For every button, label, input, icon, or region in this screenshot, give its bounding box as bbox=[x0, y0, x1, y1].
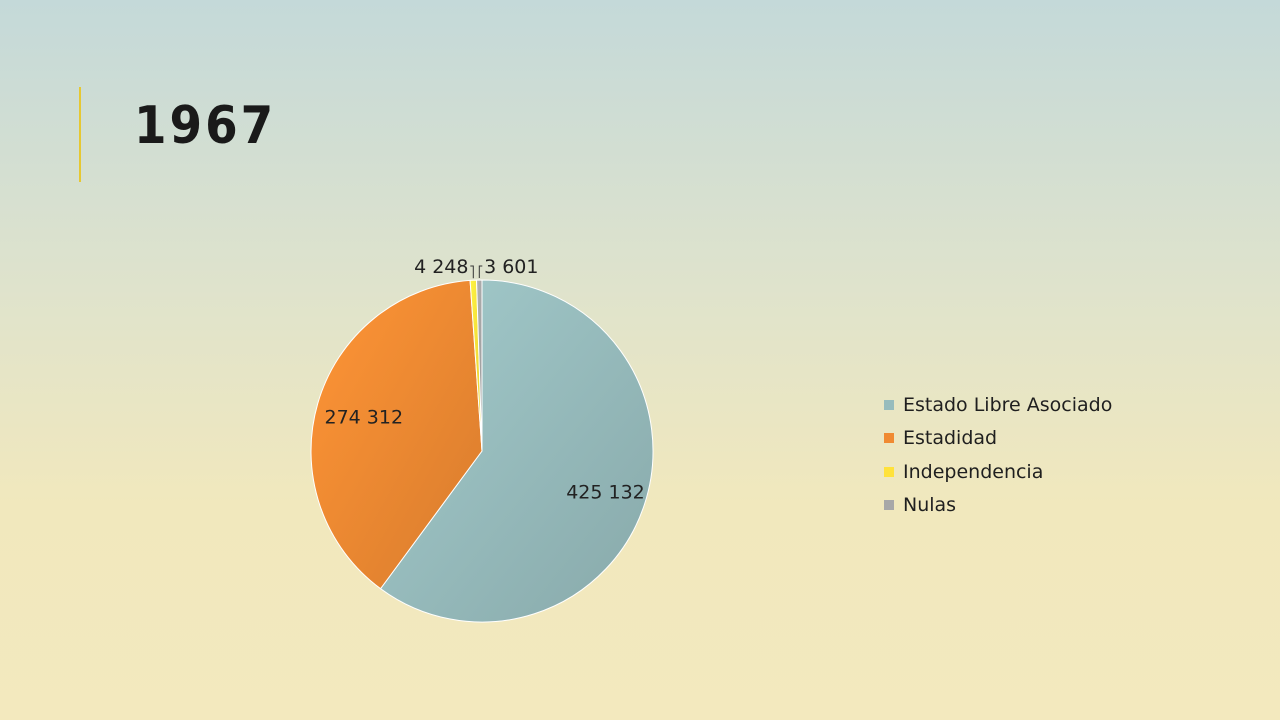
data-label-estadidad: 274 312 bbox=[325, 407, 404, 429]
pie-slice-estadidad bbox=[310, 279, 483, 590]
legend-item-estado-libre-asociado: Estado Libre Asociado bbox=[884, 388, 1112, 422]
legend-label-estadidad: Estadidad bbox=[903, 427, 998, 450]
legend-swatch-independencia bbox=[884, 466, 894, 477]
data-label-independencia: 4 248 bbox=[414, 256, 468, 278]
leader-line-nulas bbox=[478, 265, 483, 278]
slide-title: 1967 bbox=[134, 96, 277, 156]
legend-item-nulas: Nulas bbox=[884, 489, 1112, 523]
legend-item-independencia: Independencia bbox=[884, 455, 1112, 489]
title-accent-line bbox=[79, 87, 81, 182]
legend-swatch-estado-libre-asociado bbox=[884, 399, 894, 410]
legend-swatch-estadidad bbox=[884, 433, 894, 444]
legend-label-nulas: Nulas bbox=[903, 494, 957, 517]
legend-item-estadidad: Estadidad bbox=[884, 422, 1112, 456]
data-label-nulas: 3 601 bbox=[484, 256, 538, 278]
chart-legend: Estado Libre Asociado Estadidad Independ… bbox=[884, 388, 1112, 522]
legend-label-independencia: Independencia bbox=[903, 460, 1044, 483]
leader-line-independencia bbox=[470, 265, 474, 279]
legend-label-estado-libre-asociado: Estado Libre Asociado bbox=[903, 393, 1113, 416]
data-label-estado-libre-asociado: 425 132 bbox=[566, 482, 645, 504]
legend-swatch-nulas bbox=[884, 500, 894, 511]
pie-slice-estado-libre-asociado bbox=[379, 279, 654, 623]
pie-slice-nulas bbox=[476, 279, 483, 452]
